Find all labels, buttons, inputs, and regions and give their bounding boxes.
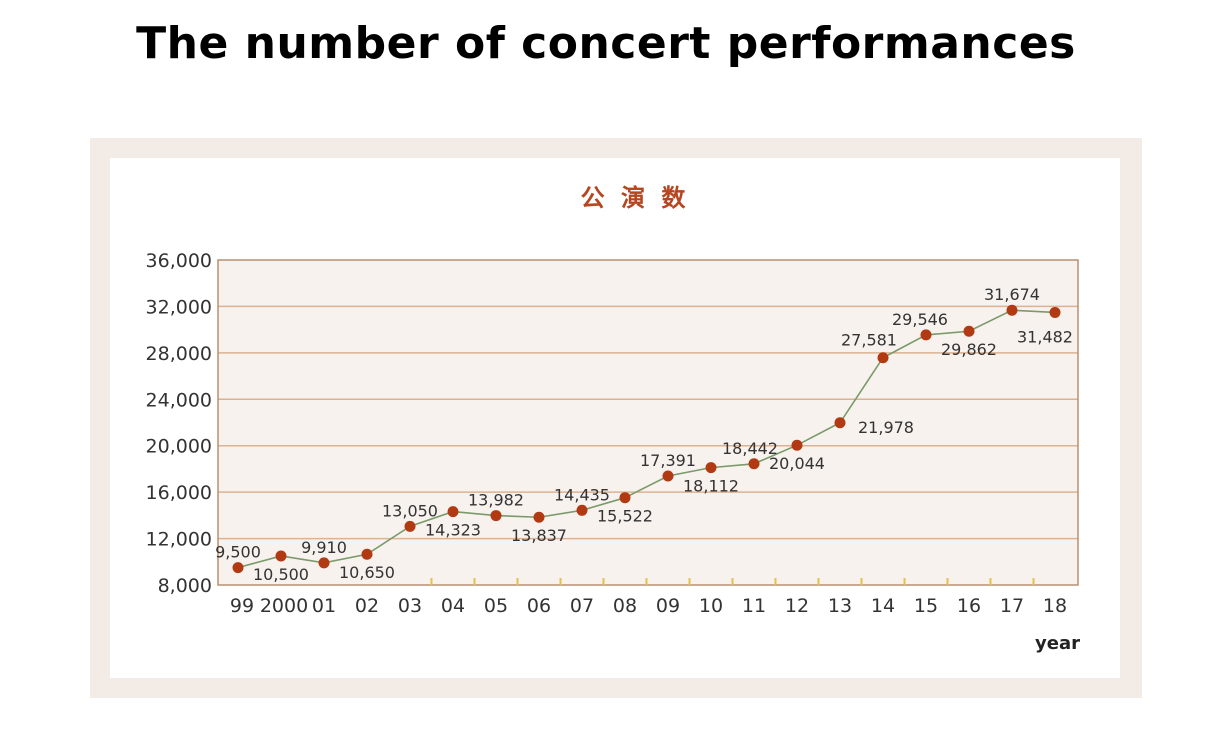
- x-tick-label: 08: [613, 595, 637, 617]
- data-point: [576, 504, 588, 516]
- x-tick-label: 15: [914, 595, 938, 617]
- data-point: [361, 548, 373, 560]
- x-tick-label: 17: [1000, 595, 1024, 617]
- data-label: 13,982: [468, 491, 524, 510]
- data-label: 15,522: [597, 507, 653, 526]
- data-label: 9,500: [215, 543, 261, 562]
- x-tick-label: 12: [785, 595, 809, 617]
- x-tick-label: 10: [699, 595, 723, 617]
- data-label: 20,044: [769, 454, 825, 473]
- y-tick-label: 12,000: [146, 529, 212, 551]
- data-point: [748, 458, 760, 470]
- chart-title: 公 演 数: [581, 184, 690, 212]
- y-tick-label: 20,000: [146, 436, 212, 458]
- data-label: 18,112: [683, 477, 739, 496]
- data-label: 18,442: [722, 439, 778, 458]
- data-label: 29,862: [941, 340, 997, 359]
- data-label: 13,837: [511, 526, 567, 545]
- x-tick-label: 01: [312, 595, 336, 617]
- data-label: 17,391: [640, 451, 696, 470]
- data-point: [275, 550, 287, 562]
- x-tick-label: 07: [570, 595, 594, 617]
- data-label: 10,500: [253, 565, 309, 584]
- data-point: [533, 511, 545, 523]
- y-tick-label: 36,000: [146, 250, 212, 272]
- x-tick-label: 14: [871, 595, 895, 617]
- x-tick-label: 16: [957, 595, 981, 617]
- data-point: [232, 562, 244, 574]
- data-label: 9,910: [301, 538, 347, 557]
- x-tick-label: 05: [484, 595, 508, 617]
- data-point: [1049, 306, 1061, 318]
- data-label: 31,674: [984, 285, 1040, 304]
- plot-background: [218, 260, 1078, 585]
- data-label: 21,978: [858, 418, 914, 437]
- x-tick-label: 99: [230, 595, 254, 617]
- x-tick-label: 03: [398, 595, 422, 617]
- data-label: 31,482: [1017, 327, 1073, 346]
- data-label: 14,435: [554, 485, 610, 504]
- x-tick-label: 06: [527, 595, 551, 617]
- x-tick-label: 13: [828, 595, 852, 617]
- data-point: [447, 506, 459, 518]
- series-line: [237, 309, 1056, 569]
- page-title: The number of concert performances: [136, 18, 1076, 69]
- x-tick-label: 11: [742, 595, 766, 617]
- x-tick-label: 09: [656, 595, 680, 617]
- y-tick-label: 32,000: [146, 296, 212, 318]
- plot-area: 8,000 12,000 16,000 20,000 24,000 28,000 32,00…: [146, 250, 1079, 617]
- data-label: 29,546: [892, 310, 948, 329]
- data-label: 27,581: [841, 331, 897, 350]
- x-axis-label: year: [1035, 633, 1080, 654]
- data-point: [662, 470, 674, 482]
- x-tick-label: 18: [1043, 595, 1067, 617]
- y-tick-label: 8,000: [158, 575, 212, 597]
- data-point: [920, 329, 932, 341]
- data-point: [705, 462, 717, 474]
- data-point: [963, 325, 975, 337]
- data-label: 10,650: [339, 563, 395, 582]
- x-tick-label: 02: [355, 595, 379, 617]
- data-point: [791, 439, 803, 451]
- data-point: [834, 417, 846, 429]
- data-point: [877, 352, 889, 364]
- data-point: [490, 510, 502, 522]
- y-tick-label: 28,000: [146, 343, 212, 365]
- data-point: [404, 520, 416, 532]
- x-tick-label: 04: [441, 595, 465, 617]
- data-label: 14,323: [425, 521, 481, 540]
- data-point: [1006, 304, 1018, 316]
- y-tick-label: 16,000: [146, 482, 212, 504]
- data-point: [318, 557, 330, 569]
- y-tick-label: 24,000: [146, 389, 212, 411]
- data-point: [619, 492, 631, 504]
- plot-border: [217, 259, 1079, 586]
- data-label: 13,050: [382, 501, 438, 520]
- x-tick-label: 2000: [260, 595, 308, 617]
